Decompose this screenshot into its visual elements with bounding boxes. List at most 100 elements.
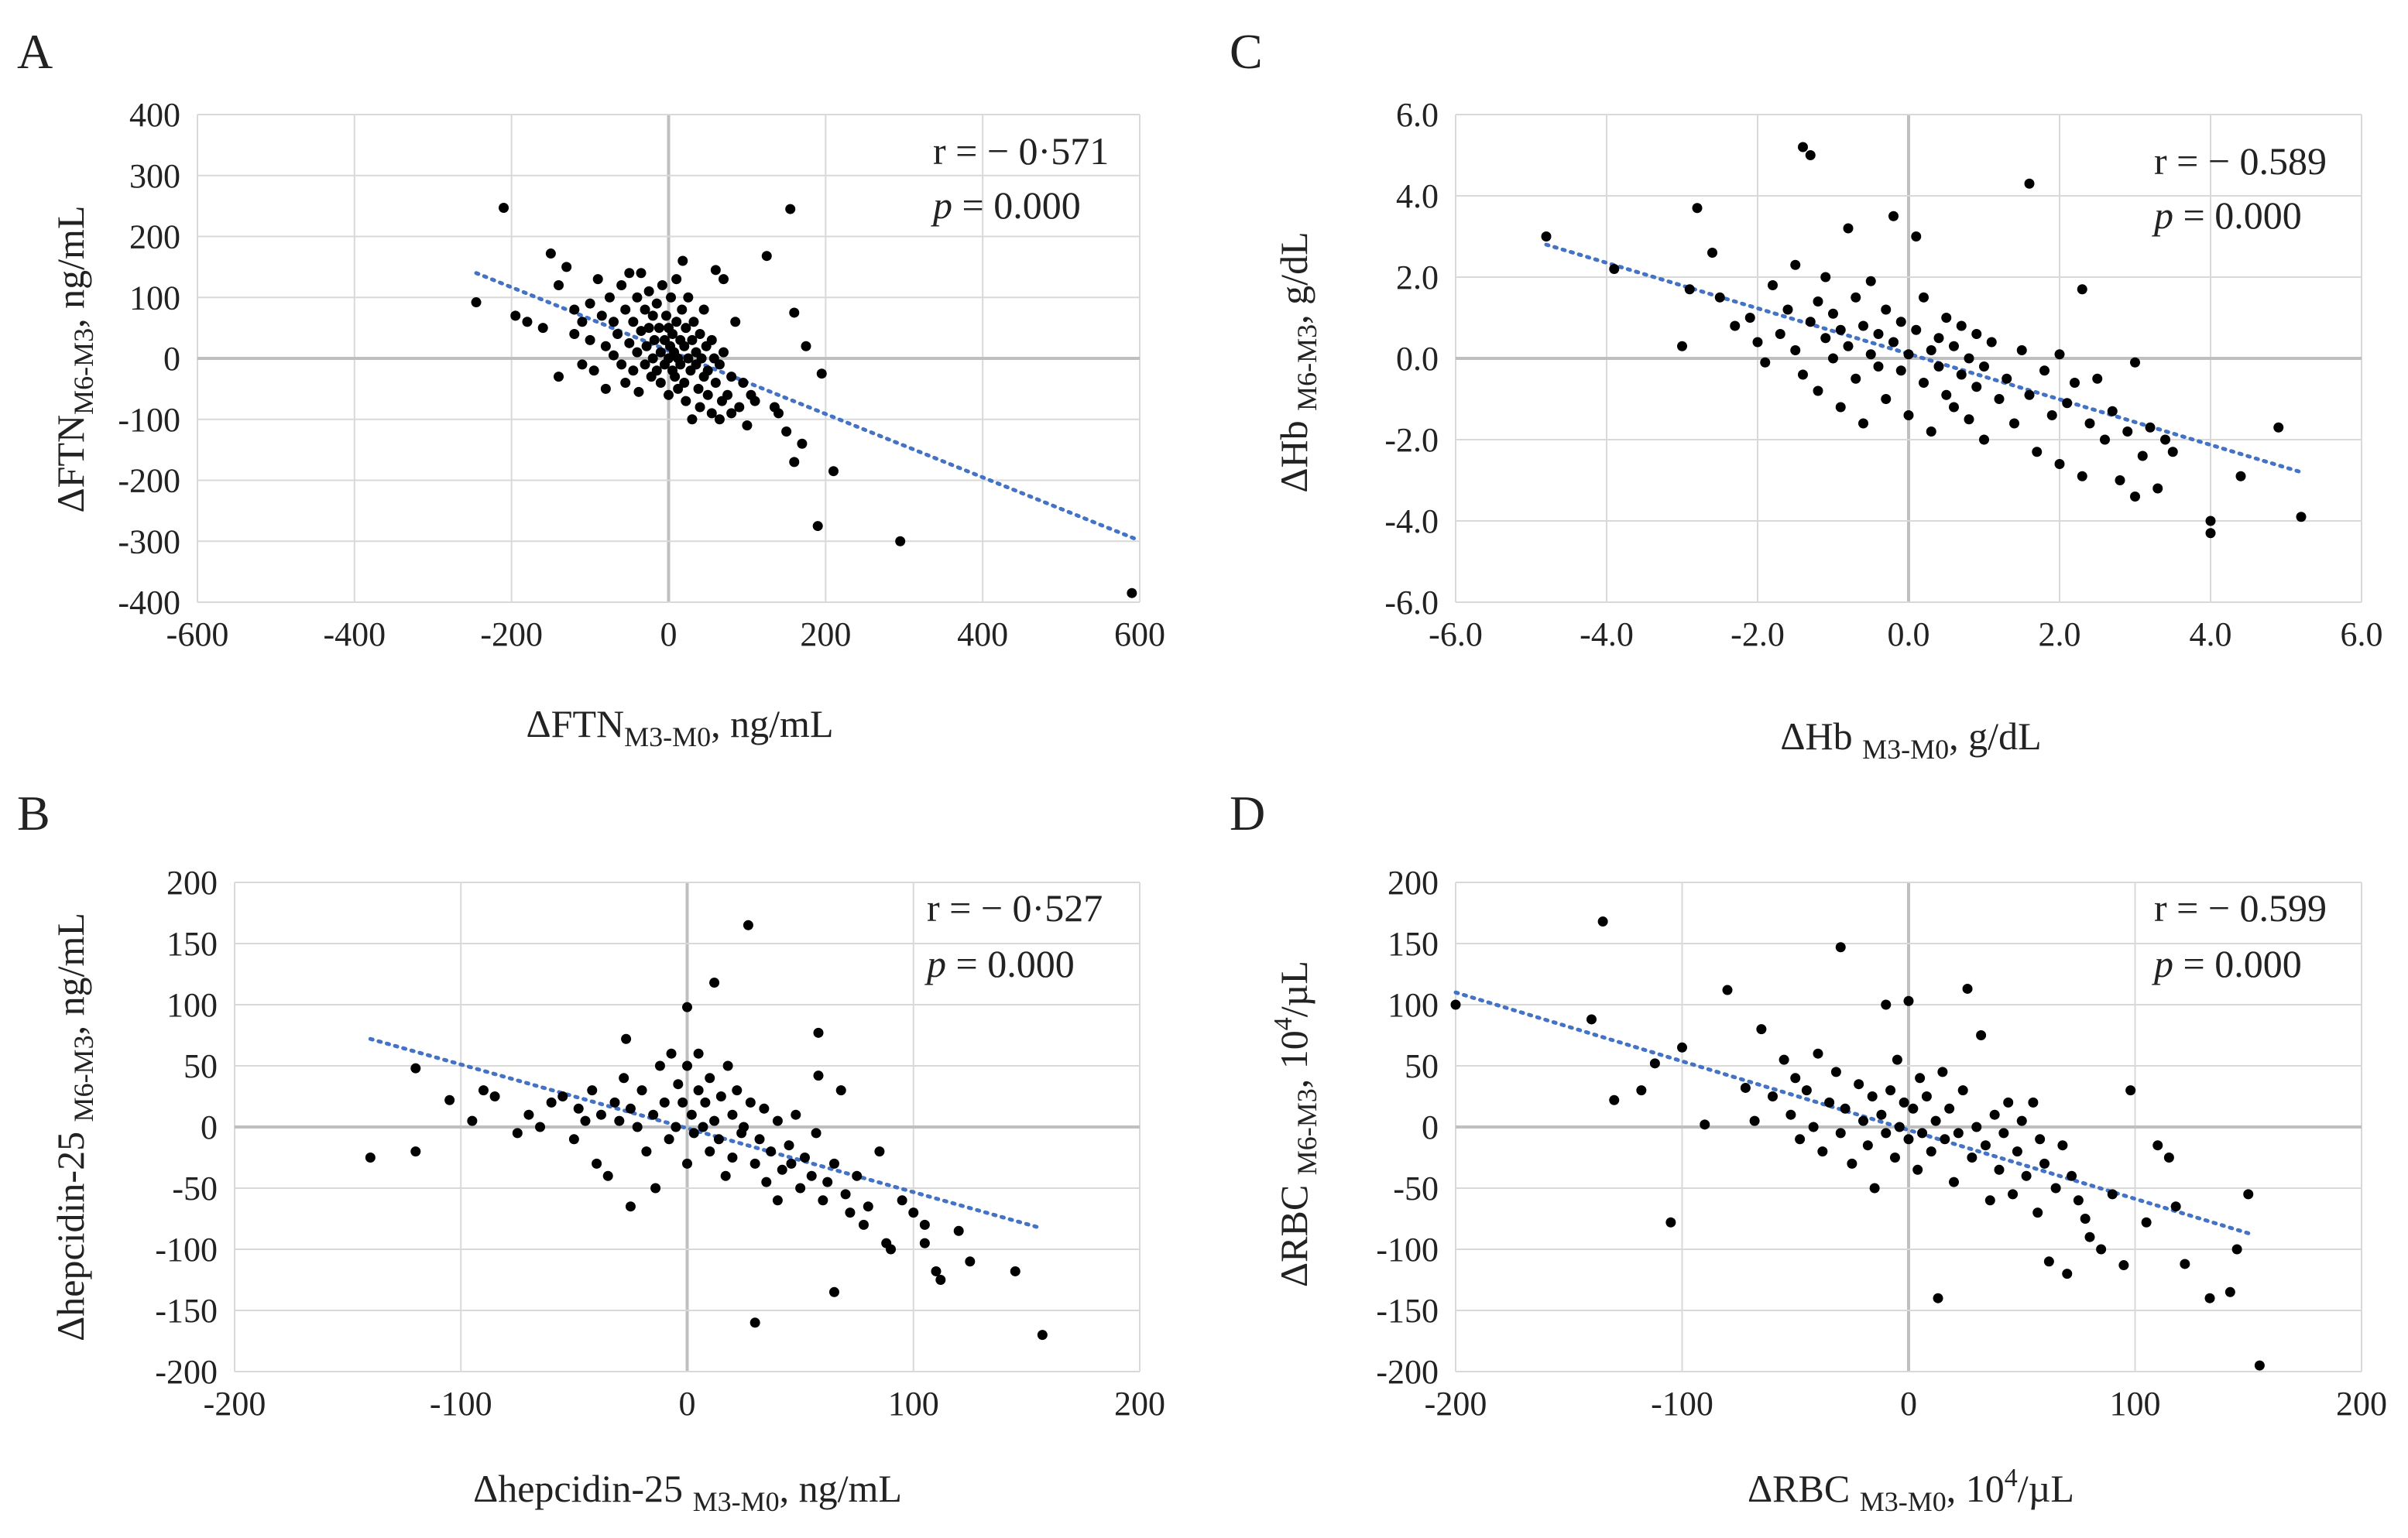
panel-d-data-point (1636, 1085, 1647, 1096)
panel-b-data-point (919, 1238, 930, 1249)
panel-b-data-point (863, 1201, 873, 1212)
panel-c-data-point (2054, 349, 2065, 360)
panel-a-data-point (636, 326, 647, 337)
panel-c-data-point (2160, 434, 2170, 445)
panel-b-data-point (700, 1097, 711, 1108)
panel-c-p-label: p (2152, 194, 2173, 237)
panel-c-trendline (1544, 242, 2303, 474)
panel-d-data-point (1892, 1054, 1902, 1065)
panel-d-data-point (2224, 1286, 2235, 1297)
panel-a-data-point (620, 304, 631, 315)
panel-d-data-point (1779, 1054, 1789, 1065)
panel-a-data-point (679, 341, 690, 351)
panel-b-data-point (739, 1122, 749, 1132)
panel-d-data-point (2096, 1244, 2107, 1255)
panel-d-p-value: = 0.000 (2173, 942, 2302, 985)
panel-d-data-point (1930, 1115, 1941, 1126)
panel-b-data-point (761, 1177, 772, 1187)
panel-b-data-point (410, 1063, 421, 1074)
panel-c-data-point (1888, 337, 1899, 348)
panel-d-r-label: r = − 0.599 (2154, 886, 2327, 930)
panel-a-data-point (666, 292, 677, 303)
panel-b-data-point (749, 1317, 760, 1328)
panel-a-ytick-label: -200 (118, 462, 180, 500)
panel-a-data-point (561, 262, 572, 272)
panel-b-data-point (478, 1085, 489, 1096)
panel-d-data-point (1665, 1217, 1676, 1228)
panel-b-ytick-label: 200 (166, 864, 218, 902)
panel-b-grid (234, 882, 1141, 1372)
panel-d-ytick-label: -150 (1376, 1292, 1439, 1330)
panel-d-p-text: p = 0.000 (2152, 942, 2302, 985)
panel-c-data-point (2145, 422, 2156, 433)
panel-b-data-point (1010, 1266, 1020, 1276)
panel-c-data-point (2032, 447, 2043, 457)
panel-c-data-point (1994, 394, 2005, 404)
panel-c-x-axis-label: ΔHb M3-M0, g/dL (1780, 714, 2041, 765)
panel-a-data-point (522, 317, 533, 327)
panel-b-ytick-label: 0 (201, 1108, 218, 1146)
panel-d-data-point (1597, 916, 1608, 927)
panel-c-data-point (1790, 259, 1801, 270)
panel-c-data-point (1828, 308, 1838, 319)
panel-b-data-point (772, 1115, 783, 1126)
panel-a-data-point (785, 204, 796, 214)
panel-d-ytick-label: 100 (1388, 986, 1439, 1024)
panel-d-data-point (2050, 1183, 2061, 1194)
panel-d-data-point (2028, 1097, 2039, 1108)
panel-c-data-point (1782, 304, 1793, 315)
panel-a-points (471, 202, 1137, 598)
panel-a-data-point (585, 298, 595, 309)
panel-a-data-point (655, 378, 666, 388)
panel-a-data-point (624, 337, 635, 348)
panel-a-data-point (612, 329, 623, 339)
panel-c-data-point (1873, 329, 1884, 339)
panel-c-data-point (1843, 341, 1854, 351)
panel-a-data-point (718, 347, 729, 358)
panel-d-ylabel-tail: , 10 (1272, 1030, 1315, 1088)
panel-d-data-point (1785, 1109, 1796, 1120)
panel-a-data-point (510, 310, 521, 321)
panel-d-trend-line (1453, 990, 2255, 1237)
panel-c-p-text: p = 0.000 (2152, 194, 2302, 237)
panel-a-data-point (726, 372, 737, 382)
panel-a-data-point (714, 359, 725, 370)
panel-b-data-point (580, 1115, 591, 1126)
panel-a-data-point (738, 378, 749, 388)
panel-d-ytick-label: 0 (1422, 1108, 1439, 1146)
panel-c-xtick-label: -6.0 (1429, 615, 1483, 653)
panel-b-ylabel-sub: M6-M3 (68, 1035, 99, 1122)
panel-a-data-point (749, 396, 760, 406)
panel-c-data-point (1971, 382, 1982, 392)
panel-c-data-point (1986, 337, 1997, 348)
panel-b-xtick-label: -100 (430, 1385, 492, 1423)
panel-c-ytick-label: -6.0 (1384, 584, 1439, 622)
panel-c-ytick-label: -4.0 (1384, 502, 1439, 540)
panel-d-data-point (1903, 1134, 1914, 1145)
panel-d-xtick-label: 100 (2110, 1385, 2161, 1423)
panel-a-ylabel-tail: , ng/mL (49, 206, 92, 328)
panel-b-data-point (795, 1183, 806, 1194)
panel-c-data-point (1865, 349, 1876, 360)
panel-c-data-point (2122, 426, 2133, 437)
panel-d-data-point (1847, 1158, 1857, 1169)
panel-d-data-point (1835, 942, 1846, 953)
panel-a-data-point (698, 304, 709, 315)
panel-c-data-point (1714, 292, 1725, 303)
panel-a-data-point (677, 255, 688, 266)
panel-c-data-point (1768, 280, 1778, 290)
panel-c-data-point (1744, 313, 1755, 323)
panel-c-ytick-label: -2.0 (1384, 421, 1439, 459)
panel-d-ytick-label: 50 (1405, 1047, 1439, 1085)
panel-c-data-point (1971, 329, 1982, 339)
panel-b-data-point (666, 1048, 677, 1059)
panel-c-data-point (1903, 349, 1914, 360)
panel-d-data-point (2016, 1115, 2027, 1126)
panel-c-data-point (1895, 317, 1906, 327)
panel-a-data-point (734, 402, 745, 413)
panel-c-y-axis-label: ΔHb M6-M3, g/dL (1272, 231, 1322, 492)
panel-c-data-point (1858, 320, 1868, 331)
panel-c-data-point (1949, 341, 1959, 351)
panel-b-data-point (713, 1134, 724, 1145)
